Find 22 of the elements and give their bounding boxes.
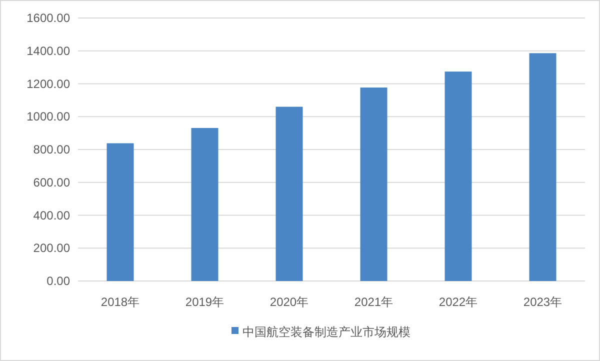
y-tick-label: 800.00 bbox=[33, 142, 70, 156]
bar bbox=[529, 53, 556, 281]
x-tick-label: 2022年 bbox=[438, 295, 478, 309]
y-tick-label: 400.00 bbox=[33, 208, 70, 222]
x-tick-label: 2021年 bbox=[354, 295, 394, 309]
y-tick-label: 1200.00 bbox=[26, 76, 70, 91]
y-tick-label: 1400.00 bbox=[26, 44, 70, 58]
bar bbox=[444, 72, 472, 281]
y-tick-label: 1600.00 bbox=[26, 11, 70, 25]
y-tick-label: 200.00 bbox=[33, 241, 70, 256]
y-tick-label: 600.00 bbox=[33, 175, 70, 190]
bar bbox=[360, 88, 388, 281]
x-tick-label: 2019年 bbox=[185, 295, 224, 309]
bar bbox=[191, 128, 218, 281]
legend-label: 中国航空装备制造产业市场规模 bbox=[242, 325, 410, 339]
bar bbox=[106, 143, 134, 281]
y-tick-label: 1000.00 bbox=[26, 110, 70, 124]
x-tick-label: 2018年 bbox=[100, 295, 140, 309]
x-tick-label: 2020年 bbox=[270, 295, 309, 309]
y-tick-label: 0.00 bbox=[46, 274, 70, 288]
bar bbox=[276, 106, 303, 281]
x-tick-label: 2023年 bbox=[523, 295, 562, 309]
